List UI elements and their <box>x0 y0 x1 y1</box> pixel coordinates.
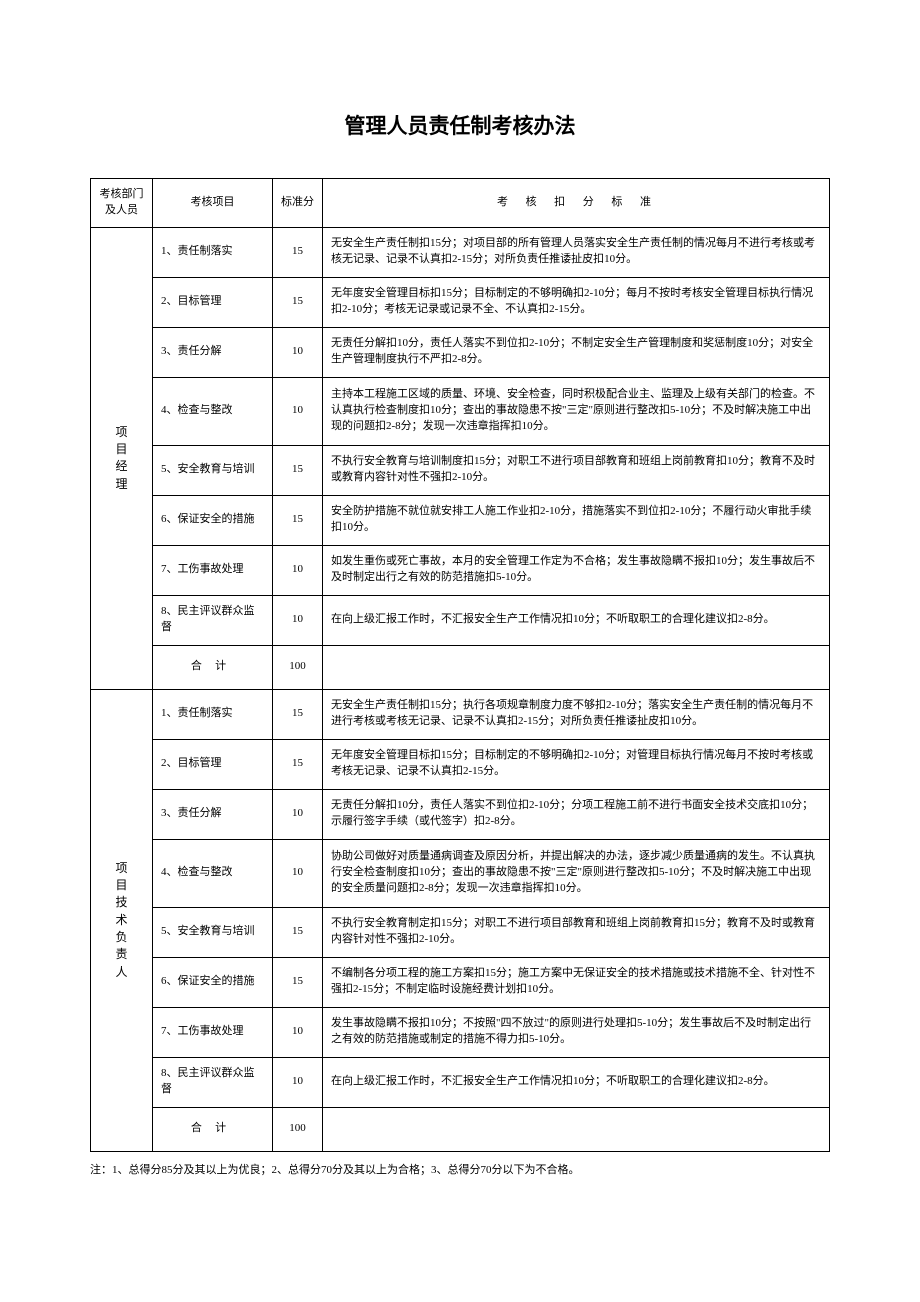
table-row: 2、目标管理15无年度安全管理目标扣15分；目标制定的不够明确扣2-10分；对管… <box>91 739 830 789</box>
item-cell: 1、责任制落实 <box>153 689 273 739</box>
table-row: 2、目标管理15无年度安全管理目标扣15分；目标制定的不够明确扣2-10分；每月… <box>91 277 830 327</box>
score-cell: 10 <box>273 1057 323 1107</box>
footnote: 注：1、总得分85分及其以上为优良；2、总得分70分及其以上为合格；3、总得分7… <box>90 1162 830 1179</box>
standard-cell: 无年度安全管理目标扣15分；目标制定的不够明确扣2-10分；每月不按时考核安全管… <box>323 277 830 327</box>
item-cell: 7、工伤事故处理 <box>153 545 273 595</box>
standard-cell: 不编制各分项工程的施工方案扣15分；施工方案中无保证安全的技术措施或技术措施不全… <box>323 957 830 1007</box>
table-row: 8、民主评议群众监督10在向上级汇报工作时，不汇报安全生产工作情况扣10分；不听… <box>91 1057 830 1107</box>
standard-cell: 发生事故隐瞒不报扣10分；不按照"四不放过"的原则进行处理扣5-10分；发生事故… <box>323 1007 830 1057</box>
total-score-cell: 100 <box>273 645 323 689</box>
header-dept: 考核部门及人员 <box>91 179 153 228</box>
item-cell: 4、检查与整改 <box>153 839 273 907</box>
header-row: 考核部门及人员 考核项目 标准分 考核扣分标准 <box>91 179 830 228</box>
item-cell: 4、检查与整改 <box>153 377 273 445</box>
score-cell: 10 <box>273 545 323 595</box>
standard-cell: 在向上级汇报工作时，不汇报安全生产工作情况扣10分；不听取职工的合理化建议扣2-… <box>323 595 830 645</box>
standard-cell: 如发生重伤或死亡事故，本月的安全管理工作定为不合格；发生事故隐瞒不报扣10分；发… <box>323 545 830 595</box>
score-cell: 10 <box>273 377 323 445</box>
standard-cell: 无安全生产责任制扣15分；对项目部的所有管理人员落实安全生产责任制的情况每月不进… <box>323 227 830 277</box>
dept-cell: 项目技术负责人 <box>91 689 153 1151</box>
table-row: 项目经理1、责任制落实15无安全生产责任制扣15分；对项目部的所有管理人员落实安… <box>91 227 830 277</box>
score-cell: 10 <box>273 839 323 907</box>
table-row: 7、工伤事故处理10发生事故隐瞒不报扣10分；不按照"四不放过"的原则进行处理扣… <box>91 1007 830 1057</box>
item-cell: 5、安全教育与培训 <box>153 907 273 957</box>
standard-cell: 不执行安全教育制定扣15分；对职工不进行项目部教育和班组上岗前教育扣15分；教育… <box>323 907 830 957</box>
table-row: 8、民主评议群众监督10在向上级汇报工作时，不汇报安全生产工作情况扣10分；不听… <box>91 595 830 645</box>
score-cell: 10 <box>273 789 323 839</box>
item-cell: 2、目标管理 <box>153 739 273 789</box>
table-row: 项目技术负责人1、责任制落实15无安全生产责任制扣15分；执行各项规章制度力度不… <box>91 689 830 739</box>
score-cell: 10 <box>273 327 323 377</box>
standard-cell: 主持本工程施工区域的质量、环境、安全检查，同时积极配合业主、监理及上级有关部门的… <box>323 377 830 445</box>
total-row: 合计100 <box>91 645 830 689</box>
total-label-cell: 合计 <box>153 1107 273 1151</box>
total-row: 合计100 <box>91 1107 830 1151</box>
standard-cell: 在向上级汇报工作时，不汇报安全生产工作情况扣10分；不听取职工的合理化建议扣2-… <box>323 1057 830 1107</box>
header-standard: 考核扣分标准 <box>323 179 830 228</box>
table-row: 6、保证安全的措施15不编制各分项工程的施工方案扣15分；施工方案中无保证安全的… <box>91 957 830 1007</box>
item-cell: 8、民主评议群众监督 <box>153 1057 273 1107</box>
table-row: 3、责任分解10无责任分解扣10分，责任人落实不到位扣2-10分；不制定安全生产… <box>91 327 830 377</box>
item-cell: 5、安全教育与培训 <box>153 445 273 495</box>
item-cell: 2、目标管理 <box>153 277 273 327</box>
assessment-table: 考核部门及人员 考核项目 标准分 考核扣分标准 项目经理1、责任制落实15无安全… <box>90 178 830 1152</box>
standard-cell: 无年度安全管理目标扣15分；目标制定的不够明确扣2-10分；对管理目标执行情况每… <box>323 739 830 789</box>
standard-cell: 无责任分解扣10分，责任人落实不到位扣2-10分；不制定安全生产管理制度和奖惩制… <box>323 327 830 377</box>
score-cell: 15 <box>273 689 323 739</box>
table-row: 5、安全教育与培训15不执行安全教育制定扣15分；对职工不进行项目部教育和班组上… <box>91 907 830 957</box>
standard-cell: 协助公司做好对质量通病调查及原因分析，并提出解决的办法，逐步减少质量通病的发生。… <box>323 839 830 907</box>
header-score: 标准分 <box>273 179 323 228</box>
total-score-cell: 100 <box>273 1107 323 1151</box>
item-cell: 1、责任制落实 <box>153 227 273 277</box>
item-cell: 8、民主评议群众监督 <box>153 595 273 645</box>
item-cell: 7、工伤事故处理 <box>153 1007 273 1057</box>
standard-cell: 安全防护措施不就位就安排工人施工作业扣2-10分，措施落实不到位扣2-10分；不… <box>323 495 830 545</box>
score-cell: 10 <box>273 1007 323 1057</box>
item-cell: 3、责任分解 <box>153 327 273 377</box>
score-cell: 15 <box>273 495 323 545</box>
table-row: 4、检查与整改10主持本工程施工区域的质量、环境、安全检查，同时积极配合业主、监… <box>91 377 830 445</box>
total-standard-cell <box>323 645 830 689</box>
standard-cell: 无安全生产责任制扣15分；执行各项规章制度力度不够扣2-10分；落实安全生产责任… <box>323 689 830 739</box>
item-cell: 6、保证安全的措施 <box>153 495 273 545</box>
score-cell: 15 <box>273 907 323 957</box>
table-row: 6、保证安全的措施15安全防护措施不就位就安排工人施工作业扣2-10分，措施落实… <box>91 495 830 545</box>
score-cell: 10 <box>273 595 323 645</box>
item-cell: 6、保证安全的措施 <box>153 957 273 1007</box>
score-cell: 15 <box>273 445 323 495</box>
standard-cell: 不执行安全教育与培训制度扣15分；对职工不进行项目部教育和班组上岗前教育扣10分… <box>323 445 830 495</box>
dept-cell: 项目经理 <box>91 227 153 689</box>
standard-cell: 无责任分解扣10分，责任人落实不到位扣2-10分；分项工程施工前不进行书面安全技… <box>323 789 830 839</box>
total-label-cell: 合计 <box>153 645 273 689</box>
score-cell: 15 <box>273 227 323 277</box>
page-title: 管理人员责任制考核办法 <box>90 110 830 140</box>
table-row: 3、责任分解10无责任分解扣10分，责任人落实不到位扣2-10分；分项工程施工前… <box>91 789 830 839</box>
score-cell: 15 <box>273 957 323 1007</box>
table-row: 4、检查与整改10协助公司做好对质量通病调查及原因分析，并提出解决的办法，逐步减… <box>91 839 830 907</box>
score-cell: 15 <box>273 277 323 327</box>
table-row: 5、安全教育与培训15不执行安全教育与培训制度扣15分；对职工不进行项目部教育和… <box>91 445 830 495</box>
table-row: 7、工伤事故处理10如发生重伤或死亡事故，本月的安全管理工作定为不合格；发生事故… <box>91 545 830 595</box>
item-cell: 3、责任分解 <box>153 789 273 839</box>
header-item: 考核项目 <box>153 179 273 228</box>
total-standard-cell <box>323 1107 830 1151</box>
score-cell: 15 <box>273 739 323 789</box>
